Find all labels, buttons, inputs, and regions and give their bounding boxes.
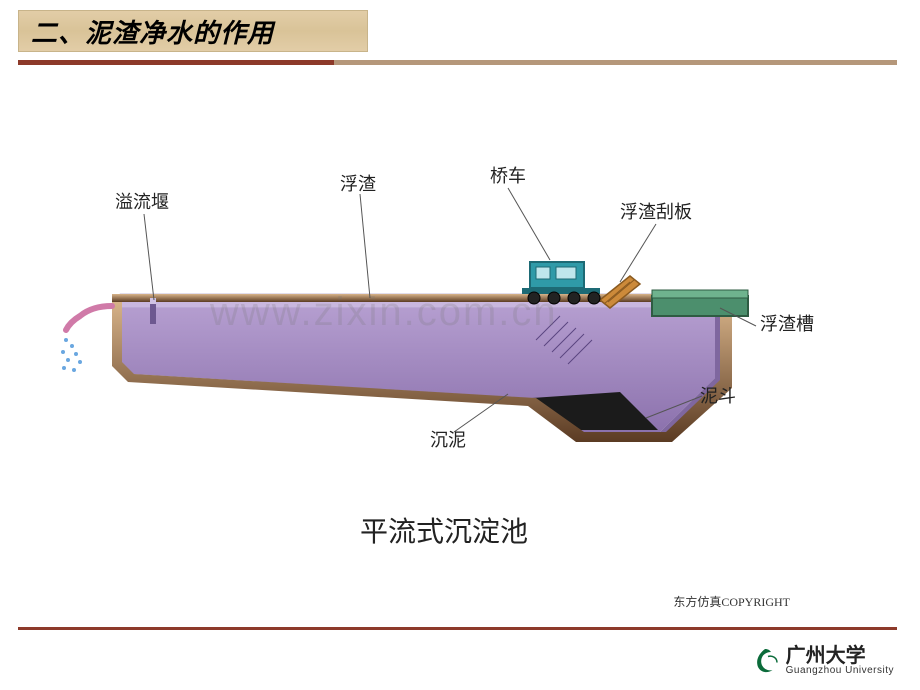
section-title: 二、泥渣净水的作用 xyxy=(31,13,274,50)
copyright-text: 东方仿真COPYRIGHT xyxy=(673,593,790,610)
label-scum-scraper: 浮渣刮板 xyxy=(620,198,692,224)
section-header: 二、泥渣净水的作用 xyxy=(18,10,368,52)
footer-divider xyxy=(18,627,897,630)
diagram-caption: 平流式沉淀池 xyxy=(360,510,528,550)
label-scum-trough: 浮渣槽 xyxy=(760,310,814,336)
label-sludge-hopper: 泥斗 xyxy=(700,382,736,408)
watermark: www.zixin.com.cn xyxy=(210,290,558,335)
label-sludge: 沉泥 xyxy=(430,426,466,452)
label-scum: 浮渣 xyxy=(340,170,376,196)
label-bridge-car: 桥车 xyxy=(490,162,526,188)
sedimentation-tank-diagram xyxy=(60,130,860,550)
label-weir: 溢流堰 xyxy=(115,188,169,214)
diagram-area: 溢流堰 浮渣 桥车 浮渣刮板 浮渣槽 泥斗 沉泥 www.zixin.com.c… xyxy=(60,130,860,550)
university-mark-icon xyxy=(750,646,780,676)
university-name-en: Guangzhou University xyxy=(786,666,894,676)
header-divider xyxy=(18,60,897,65)
university-name-cn: 广州大学 xyxy=(786,646,894,666)
university-logo: 广州大学 Guangzhou University xyxy=(750,646,894,676)
